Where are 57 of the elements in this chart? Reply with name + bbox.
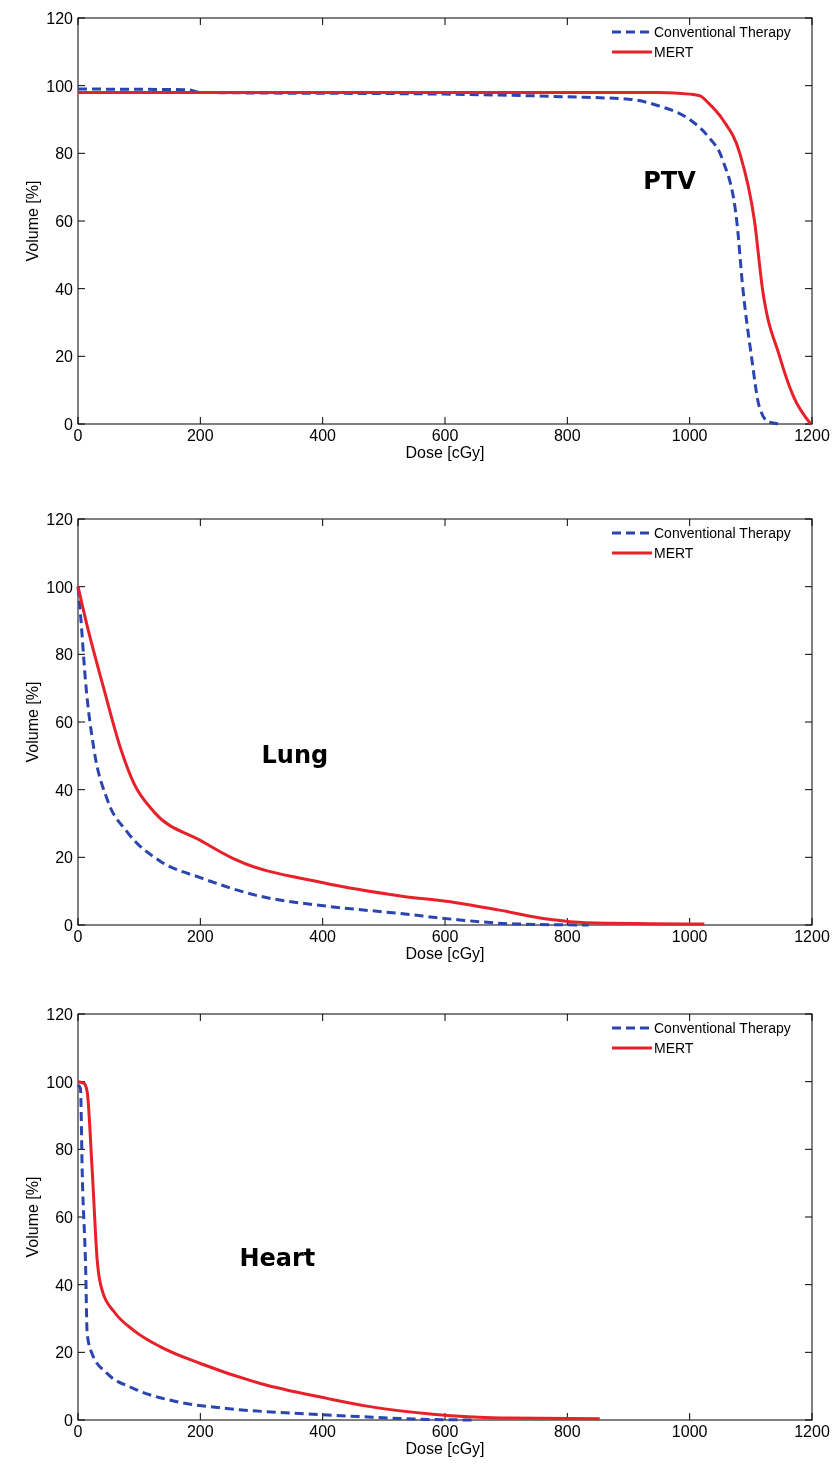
y-axis-title: Volume [%] [24,1176,41,1258]
y-tick-label: 100 [46,1073,74,1091]
y-tick-label: 20 [55,1344,74,1362]
y-tick-label: 40 [55,1276,74,1294]
annotation: PTV [643,166,697,195]
x-tick-label: 1200 [794,928,830,945]
y-tick-label: 0 [64,416,74,433]
x-tick-label: 400 [309,427,337,444]
x-tick-label: 400 [309,928,337,945]
legend-label: Conventional Therapy [654,525,791,541]
line-series [76,1083,475,1422]
x-tick-label: 200 [186,928,214,945]
x-tick-label: 1200 [794,427,830,444]
x-tick-label: 400 [309,1423,337,1440]
line-series [76,585,706,926]
y-tick-label: 100 [46,578,74,596]
x-tick-label: 1200 [794,1423,830,1440]
x-tick-label: 200 [186,427,214,444]
x-axis-title: Dose [cGy] [405,444,485,461]
y-tick-label: 40 [55,280,74,298]
x-axis-title: Dose [cGy] [405,1440,485,1457]
x-tick-label: 800 [553,928,581,945]
y-tick-label: 20 [55,849,74,867]
x-tick-label: 600 [431,1423,459,1440]
y-tick-label: 80 [55,646,74,664]
y-tick-label: 60 [55,1209,74,1226]
y-axis-title: Volume [%] [24,180,41,262]
x-tick-label: 1000 [671,928,708,945]
y-tick-label: 120 [46,511,74,528]
legend-label: Conventional Therapy [654,24,791,40]
y-axis-title: Volume [%] [24,681,41,763]
x-tick-label: 200 [186,1423,214,1440]
y-tick-label: 120 [46,1006,74,1023]
y-tick-label: 60 [55,213,74,230]
y-tick-label: 120 [46,10,74,27]
x-tick-label: 1000 [671,1423,708,1440]
y-tick-label: 100 [46,77,74,95]
y-tick-label: 80 [55,1141,74,1159]
x-tick-label: 1000 [671,427,708,444]
x-axis-title: Dose [cGy] [405,945,485,962]
x-tick-label: 600 [431,427,459,444]
x-tick-label: 800 [553,427,581,444]
x-tick-label: 800 [553,1423,581,1440]
legend-label: MERT [654,44,694,60]
x-tick-label: 600 [431,928,459,945]
legend-label: Conventional Therapy [654,1020,791,1036]
y-tick-label: 40 [55,781,74,799]
y-tick-label: 20 [55,348,74,366]
legend-label: MERT [654,545,694,561]
annotation: Lung [261,740,329,769]
annotation: Heart [239,1243,316,1272]
y-tick-label: 0 [64,1412,74,1429]
y-tick-label: 0 [64,917,74,934]
legend-label: MERT [654,1040,694,1056]
y-tick-label: 60 [55,714,74,731]
line-series [76,1080,602,1421]
y-tick-label: 80 [55,145,74,163]
